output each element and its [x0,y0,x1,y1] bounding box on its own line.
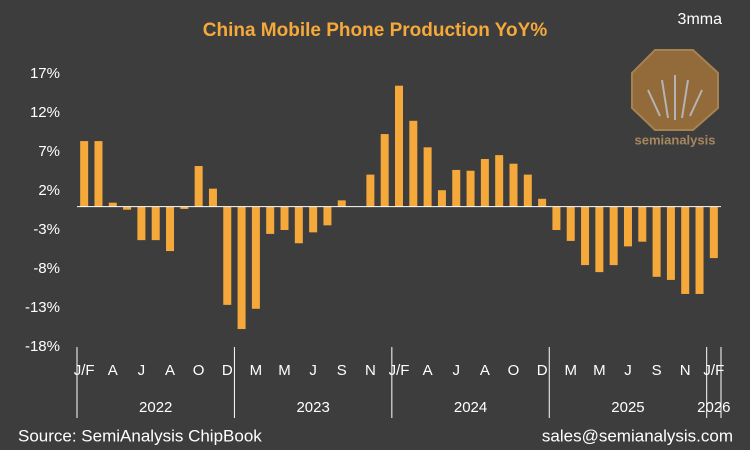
bar [495,155,504,207]
x-group-label: 2023 [296,399,329,416]
x-group-label: 2026 [697,399,730,416]
y-tick-label: 7% [38,143,60,160]
bar [709,206,718,259]
bar [695,206,704,294]
bar [123,206,132,210]
bar [409,120,418,207]
x-tick-label: A [108,362,118,379]
x-group-label: 2022 [139,399,172,416]
bar [180,206,189,209]
y-tick-label: -3% [33,221,60,238]
source-note: Source: SemiAnalysis ChipBook [18,426,262,445]
x-tick-label: M [250,362,263,379]
bar [280,206,289,230]
bar [194,166,203,207]
x-tick-label: J [138,362,146,379]
y-tick-label: 17% [30,65,60,82]
y-tick-label: 12% [30,104,60,121]
x-tick-label: S [337,362,347,379]
y-tick-label: -18% [25,338,60,355]
bar [251,206,260,309]
bar [137,206,146,241]
bar [609,206,618,266]
x-tick-label: M [593,362,606,379]
x-group-label: 2024 [454,399,487,416]
x-tick-label: A [423,362,433,379]
bar [437,190,446,207]
x-tick-label: M [564,362,577,379]
bar [108,202,117,207]
x-tick-label: A [480,362,490,379]
bar [652,206,661,277]
bar [266,206,275,234]
bar [380,134,389,207]
bar [151,206,160,241]
bar [423,147,432,207]
chart-subtitle: 3mma [678,11,723,28]
bar [452,169,461,207]
y-tick-label: -13% [25,299,60,316]
bar [595,206,604,273]
x-tick-label: J/F [389,362,410,379]
logo: semianalysis [631,49,719,147]
x-tick-label: O [193,362,205,379]
bar [466,170,475,207]
bar [509,163,518,207]
bar [395,85,403,207]
x-tick-label: J/F [703,362,724,379]
x-tick-label: S [652,362,662,379]
bar [166,206,175,252]
y-tick-label: 2% [38,182,60,199]
logo-tree [647,75,703,120]
chart-title: China Mobile Phone Production YoY% [203,20,548,41]
x-tick-label: D [222,362,233,379]
bar [223,206,232,305]
bar [366,174,375,207]
bar [666,206,675,280]
x-tick-label: N [680,362,691,379]
bar [538,198,547,207]
bar [581,206,590,266]
bar [94,141,103,207]
bar [80,141,89,207]
bar [523,174,532,207]
bar [337,200,346,207]
x-tick-label: J [309,362,317,379]
bar [566,206,575,241]
bar [237,206,246,330]
x-tick-label: M [278,362,291,379]
bar [623,206,632,247]
x-tick-label: O [508,362,520,379]
x-tick-label: J [452,362,460,379]
bar [294,206,303,244]
x-group-label: 2025 [611,399,644,416]
logo-text: semianalysis [635,132,716,147]
bar [208,188,217,207]
contact: sales@semianalysis.com [542,426,733,445]
x-tick-label: J/F [74,362,95,379]
x-tick-label: A [165,362,175,379]
x-tick-label: D [537,362,548,379]
bar [638,206,647,242]
bar [323,206,332,226]
bar [309,206,318,233]
bar [480,159,489,207]
x-tick-label: J [624,362,632,379]
x-tick-label: N [365,362,376,379]
bar [681,206,690,294]
y-tick-label: -8% [33,260,60,277]
bar [552,206,561,230]
